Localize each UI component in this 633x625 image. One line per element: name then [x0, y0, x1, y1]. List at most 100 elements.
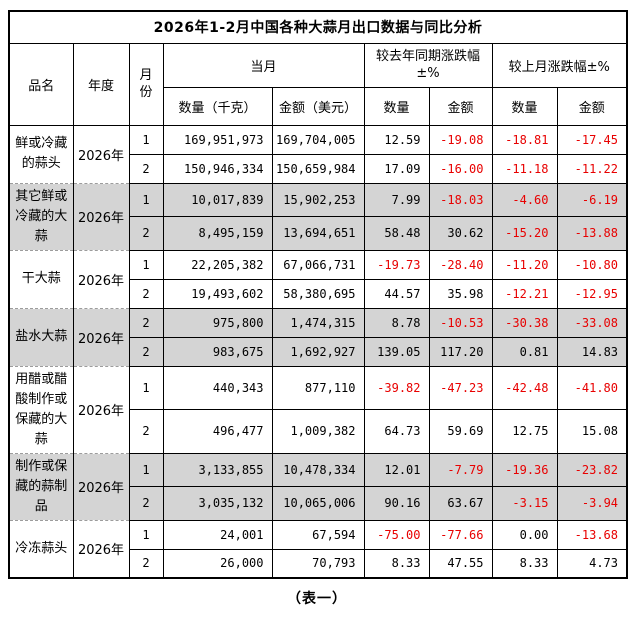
year-cell: 2026年 [72, 124, 130, 184]
amount-usd-cell: 67,066,731 [271, 249, 365, 280]
yoy-amount-cell: -19.08 [428, 124, 493, 155]
yoy-amount-cell: 35.98 [428, 278, 493, 309]
amount-usd-cell: 150,659,984 [271, 153, 365, 184]
month-cell: 1 [128, 452, 164, 487]
product-name-cell: 冷冻蒜头 [8, 519, 74, 579]
month-cell: 2 [128, 216, 164, 251]
amount-usd-cell: 13,694,651 [271, 216, 365, 251]
yoy-amount-cell: -10.53 [428, 307, 493, 338]
amount-usd-cell: 10,478,334 [271, 452, 365, 487]
product-name-cell: 用醋或醋酸制作或保藏的大蒜 [8, 365, 74, 454]
year-cell: 2026年 [72, 249, 130, 309]
month-cell: 1 [128, 182, 164, 217]
mom-amount-cell: 14.83 [556, 336, 628, 367]
yoy-amount-cell: 47.55 [428, 548, 493, 579]
amount-usd-cell: 1,009,382 [271, 409, 365, 454]
col-header-qty-kg: 数量（千克） [162, 86, 273, 126]
qty-kg-cell: 169,951,973 [162, 124, 273, 155]
month-cell: 2 [128, 548, 164, 579]
col-header-mom-amount: 金额 [556, 86, 628, 126]
month-cell: 2 [128, 307, 164, 338]
table-row: 2 26,000 70,793 8.33 47.55 8.33 4.73 [9, 548, 628, 579]
qty-kg-cell: 975,800 [162, 307, 273, 338]
mom-qty-cell: -18.81 [491, 124, 558, 155]
mom-amount-cell: 15.08 [556, 409, 628, 454]
yoy-qty-cell: 17.09 [363, 153, 430, 184]
table-row: 2 3,035,132 10,065,006 90.16 63.67 -3.15 -3.94 [9, 486, 628, 521]
mom-qty-cell: -3.15 [491, 486, 558, 521]
header-row-groups: 品名 年度 月份 当月 较去年同期涨跌幅 ±% 较上月涨跌幅±% [8, 42, 628, 126]
qty-kg-cell: 983,675 [162, 336, 273, 367]
mom-amount-cell: -13.88 [556, 216, 628, 251]
mom-qty-cell: 0.81 [491, 336, 558, 367]
col-header-current-month: 当月 [162, 42, 365, 88]
table-row: 2 8,495,159 13,694,651 58.48 30.62 -15.20 -13.… [9, 216, 628, 251]
header-row-measures: 数量（千克） 金额（美元） 数量 金额 数量 金额 [9, 86, 628, 126]
amount-usd-cell: 67,594 [271, 519, 365, 550]
table-row: 盐水大蒜 2026年 2 975,800 1,474,315 8.78 -10.53 -30.… [8, 307, 628, 367]
yoy-amount-cell: -16.00 [428, 153, 493, 184]
year-cell: 2026年 [72, 307, 130, 367]
yoy-amount-cell: -7.79 [428, 452, 493, 487]
mom-amount-cell: -33.08 [556, 307, 628, 338]
col-header-yoy: 较去年同期涨跌幅 ±% [363, 42, 493, 88]
month-cell: 1 [128, 124, 164, 155]
col-header-yoy-qty: 数量 [363, 86, 430, 126]
mom-qty-cell: 0.00 [491, 519, 558, 550]
month-cell: 2 [128, 336, 164, 367]
yoy-qty-cell: 58.48 [363, 216, 430, 251]
table-row: 鲜或冷藏的蒜头 2026年 1 169,951,973 169,704,005 12.59… [8, 124, 628, 184]
table-row: 2 19,493,602 58,380,695 44.57 35.98 -12.21 -12… [9, 278, 628, 309]
mom-amount-cell: -12.95 [556, 278, 628, 309]
table-row: 2 983,675 1,692,927 139.05 117.20 0.81 14.83 [9, 336, 628, 367]
mom-amount-cell: -41.80 [556, 365, 628, 410]
amount-usd-cell: 1,692,927 [271, 336, 365, 367]
yoy-qty-cell: -39.82 [363, 365, 430, 410]
yoy-amount-cell: -47.23 [428, 365, 493, 410]
yoy-qty-cell: 12.59 [363, 124, 430, 155]
year-cell: 2026年 [72, 452, 130, 521]
qty-kg-cell: 440,343 [162, 365, 273, 410]
month-cell: 2 [128, 153, 164, 184]
yoy-amount-cell: 59.69 [428, 409, 493, 454]
mom-amount-cell: -6.19 [556, 182, 628, 217]
yoy-qty-cell: 64.73 [363, 409, 430, 454]
qty-kg-cell: 19,493,602 [162, 278, 273, 309]
col-header-product: 品名 [8, 42, 74, 126]
mom-qty-cell: 8.33 [491, 548, 558, 579]
product-name-cell: 制作或保藏的蒜制品 [8, 452, 74, 521]
table-body: 鲜或冷藏的蒜头 2026年 1 169,951,973 169,704,005 12.59… [8, 124, 628, 579]
qty-kg-cell: 10,017,839 [162, 182, 273, 217]
col-header-yoy-amount: 金额 [428, 86, 493, 126]
table-row: 制作或保藏的蒜制品 2026年 1 3,133,855 10,478,334 12.01-… [8, 452, 628, 521]
month-cell: 2 [128, 278, 164, 309]
product-name-cell: 盐水大蒜 [8, 307, 74, 367]
mom-qty-cell: -11.18 [491, 153, 558, 184]
mom-amount-cell: -17.45 [556, 124, 628, 155]
amount-usd-cell: 70,793 [271, 548, 365, 579]
year-cell: 2026年 [72, 182, 130, 251]
mom-amount-cell: -23.82 [556, 452, 628, 487]
table-row: 2 150,946,334 150,659,984 17.09 -16.00 -11.18… [9, 153, 628, 184]
yoy-amount-cell: 30.62 [428, 216, 493, 251]
yoy-qty-cell: 12.01 [363, 452, 430, 487]
mom-amount-cell: 4.73 [556, 548, 628, 579]
col-header-mom: 较上月涨跌幅±% [491, 42, 628, 88]
mom-qty-cell: -15.20 [491, 216, 558, 251]
amount-usd-cell: 169,704,005 [271, 124, 365, 155]
yoy-amount-cell: 63.67 [428, 486, 493, 521]
title-row: 2026年1-2月中国各种大蒜月出口数据与同比分析 [8, 10, 628, 44]
table-row: 2 496,477 1,009,382 64.73 59.69 12.75 15.08 [9, 409, 628, 454]
qty-kg-cell: 26,000 [162, 548, 273, 579]
yoy-amount-cell: -28.40 [428, 249, 493, 280]
mom-qty-cell: 12.75 [491, 409, 558, 454]
mom-qty-cell: -30.38 [491, 307, 558, 338]
yoy-qty-cell: 44.57 [363, 278, 430, 309]
yoy-amount-cell: -77.66 [428, 519, 493, 550]
mom-qty-cell: -42.48 [491, 365, 558, 410]
qty-kg-cell: 150,946,334 [162, 153, 273, 184]
qty-kg-cell: 22,205,382 [162, 249, 273, 280]
col-header-yoy-line2: ±% [416, 66, 440, 81]
table-row: 冷冻蒜头 2026年 1 24,001 67,594 -75.00 -77.66 0.00 -1… [8, 519, 628, 579]
col-header-month: 月份 [128, 42, 164, 126]
